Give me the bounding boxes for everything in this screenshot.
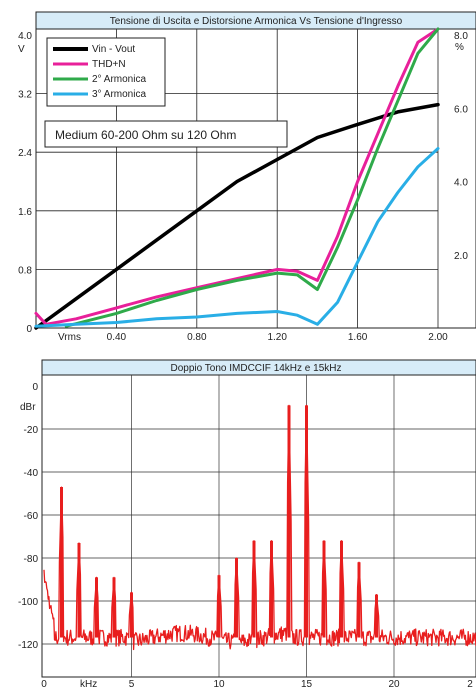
top-xtick: 2.00 bbox=[428, 332, 448, 343]
top-xlabel: Vrms bbox=[58, 332, 81, 343]
top-ytick-left: 0 bbox=[26, 324, 32, 335]
bottom-xtick: 15 bbox=[301, 679, 313, 689]
bottom-ytick: 0 bbox=[32, 382, 38, 393]
bottom-ytick: -60 bbox=[24, 511, 39, 522]
bottom-ytick: -40 bbox=[24, 468, 39, 479]
bottom-series-group bbox=[43, 404, 476, 651]
top-ylabel-right: % bbox=[455, 42, 464, 53]
top-xtick: 1.20 bbox=[267, 332, 287, 343]
top-title: Tensione di Uscita e Distorsione Armonic… bbox=[110, 16, 403, 27]
bottom-ytick: -100 bbox=[18, 597, 38, 608]
bottom-xtick: 20 bbox=[388, 679, 400, 689]
bottom-plot-frame bbox=[41, 359, 476, 678]
annotation-text: Medium 60-200 Ohm su 120 Ohm bbox=[55, 128, 236, 142]
legend-label-3rd: 3° Armonica bbox=[92, 89, 146, 100]
top-legend: Vin - Vout THD+N 2° Armonica 3° Armonica bbox=[46, 37, 166, 107]
bottom-xtick: 0 bbox=[41, 679, 47, 689]
top-series-line-1 bbox=[34, 27, 440, 326]
top-ytick-right: 8.0 bbox=[454, 31, 468, 42]
top-series-line-0 bbox=[34, 102, 440, 330]
bottom-xtick: 5 bbox=[129, 679, 135, 689]
top-title-bar bbox=[35, 11, 476, 30]
top-ylabel-left: V bbox=[18, 44, 25, 55]
top-ytick-left: 4.0 bbox=[18, 31, 32, 42]
bottom-ytick: -20 bbox=[24, 425, 39, 436]
top-ytick-left: 1.6 bbox=[18, 207, 32, 218]
top-ytick-left: 3.2 bbox=[18, 90, 32, 101]
top-ytick-right: 2.0 bbox=[454, 251, 468, 262]
top-series-line-3 bbox=[34, 147, 440, 328]
top-series-line-2 bbox=[64, 27, 440, 328]
top-xtick: 0.80 bbox=[187, 332, 207, 343]
top-ytick-right: 4.0 bbox=[454, 178, 468, 189]
legend-label-vin-vout: Vin - Vout bbox=[92, 44, 135, 55]
top-xtick: 1.60 bbox=[348, 332, 368, 343]
bottom-ytick: -80 bbox=[24, 554, 39, 565]
top-series-group bbox=[34, 27, 440, 330]
spectrum-line bbox=[43, 404, 476, 651]
legend-label-2nd: 2° Armonica bbox=[92, 74, 146, 85]
bottom-xlabel: kHz bbox=[80, 679, 97, 689]
annotation-box bbox=[44, 120, 288, 148]
bottom-title-bar bbox=[41, 359, 476, 376]
legend-label-thd: THD+N bbox=[92, 59, 126, 70]
bottom-title: Doppio Tono IMDCCIF 14kHz e 15kHz bbox=[171, 363, 342, 374]
bottom-xtick: 2 bbox=[467, 679, 473, 689]
top-ytick-left: 0.8 bbox=[18, 265, 32, 276]
bottom-chart: Doppio Tono IMDCCIF 14kHz e 15kHz 0 5 10 15… bbox=[18, 359, 476, 689]
top-ytick-left: 2.4 bbox=[18, 148, 32, 159]
bottom-xtick: 10 bbox=[213, 679, 225, 689]
top-chart: Tensione di Uscita e Distorsione Armonic… bbox=[18, 11, 476, 343]
top-xtick: 0.40 bbox=[107, 332, 127, 343]
top-ytick-right: 6.0 bbox=[454, 104, 468, 115]
bottom-ticks: 0 5 10 15 20 20-20-40-60-80-100-120 bbox=[18, 382, 473, 689]
top-ticks: 0.40 0.80 1.20 1.60 2.00 0 0.8 1.6 2.4 3.2 4.0 2.0 4… bbox=[18, 31, 468, 343]
bottom-ytick: -120 bbox=[18, 640, 38, 651]
bottom-ylabel: dBr bbox=[20, 402, 36, 413]
